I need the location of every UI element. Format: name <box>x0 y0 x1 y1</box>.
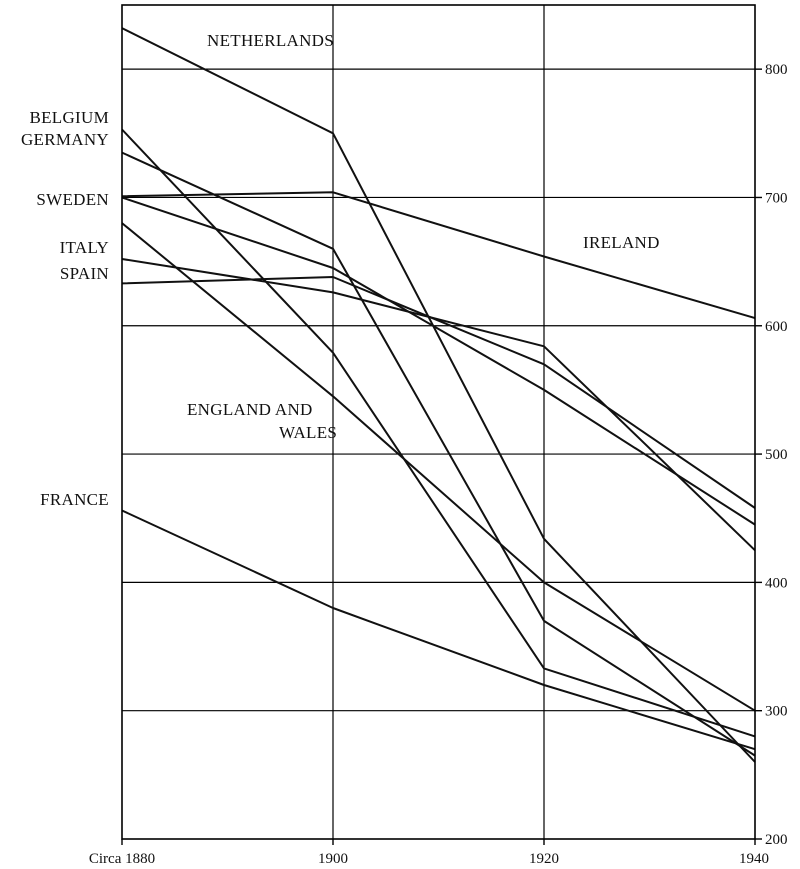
y-tick-label-400: 400 <box>765 575 788 591</box>
annotation-france: FRANCE <box>40 490 109 509</box>
series-line-sweden <box>121 196 756 526</box>
annotation-belgium: BELGIUM <box>29 108 109 127</box>
series-line-france <box>121 509 756 751</box>
series-line-belgium <box>121 128 756 738</box>
annotation-sweden: SWEDEN <box>36 190 109 209</box>
series-line-england-and-wales <box>121 222 756 712</box>
y-tick-label-500: 500 <box>765 447 788 463</box>
y-tick-label-800: 800 <box>765 62 788 78</box>
x-tick-label-1940: 1940 <box>739 851 769 867</box>
series-line-ireland <box>121 191 756 320</box>
axis-ticks: 200 300 400 500 600 700 800 Circa 1880 1900 1920 1… <box>89 62 788 867</box>
plot-frame <box>121 4 756 840</box>
annotation-wales: WALES <box>279 423 337 442</box>
series-line-spain <box>121 276 756 509</box>
x-tick-label-1920: 1920 <box>529 851 559 867</box>
series-line-italy <box>121 258 756 552</box>
annotation-england-and: ENGLAND AND <box>187 400 313 419</box>
annotation-ireland: IRELAND <box>583 233 660 252</box>
series-lines <box>121 27 756 763</box>
y-tick-label-700: 700 <box>765 190 788 206</box>
annotation-netherlands: NETHERLANDS <box>207 31 334 50</box>
y-tick-label-300: 300 <box>765 704 788 720</box>
y-tick-label-200: 200 <box>765 832 788 848</box>
series-line-germany <box>121 151 756 757</box>
x-tick-label-1880: Circa 1880 <box>89 851 155 867</box>
series-annotations: NETHERLANDS BELGIUM GERMANY SWEDEN ITALY… <box>21 31 660 509</box>
grid <box>122 5 755 839</box>
annotation-italy: ITALY <box>60 238 109 257</box>
series-line-netherlands <box>121 27 756 763</box>
annotation-spain: SPAIN <box>60 264 109 283</box>
x-tick-label-1900: 1900 <box>318 851 348 867</box>
annotation-germany: GERMANY <box>21 130 109 149</box>
y-tick-label-600: 600 <box>765 319 788 335</box>
